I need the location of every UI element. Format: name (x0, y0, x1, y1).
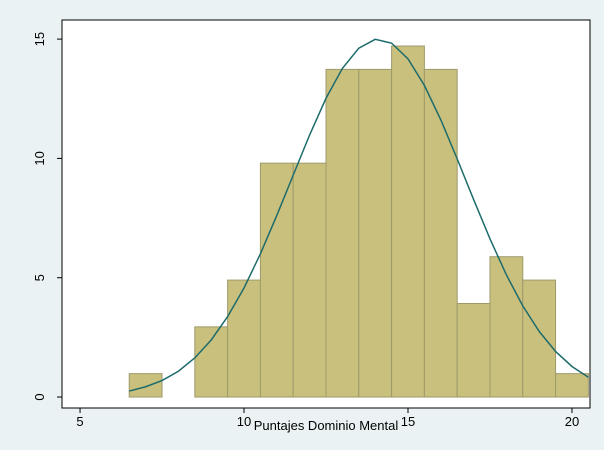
bar (391, 45, 425, 398)
bar (423, 68, 458, 398)
bar (292, 162, 327, 398)
y-tick-label: 5 (32, 274, 47, 281)
bar (489, 256, 524, 398)
bar (227, 279, 261, 398)
x-tick-label: 10 (237, 414, 251, 429)
x-tick-label: 15 (401, 414, 415, 429)
x-tick-label: 20 (565, 414, 579, 429)
bar (358, 68, 393, 398)
bar (128, 373, 163, 398)
y-tick-label: 0 (32, 393, 47, 400)
y-tick-label: 15 (32, 32, 47, 46)
bar (259, 162, 294, 398)
normal-curve (129, 38, 589, 392)
bar (325, 68, 360, 398)
bar (522, 279, 557, 398)
bar (194, 326, 229, 398)
bar (555, 373, 589, 398)
bar (456, 302, 491, 398)
x-axis-label: Puntajes Dominio Mental (254, 418, 399, 433)
x-tick-label: 5 (76, 414, 83, 429)
y-tick-label: 10 (32, 151, 47, 165)
